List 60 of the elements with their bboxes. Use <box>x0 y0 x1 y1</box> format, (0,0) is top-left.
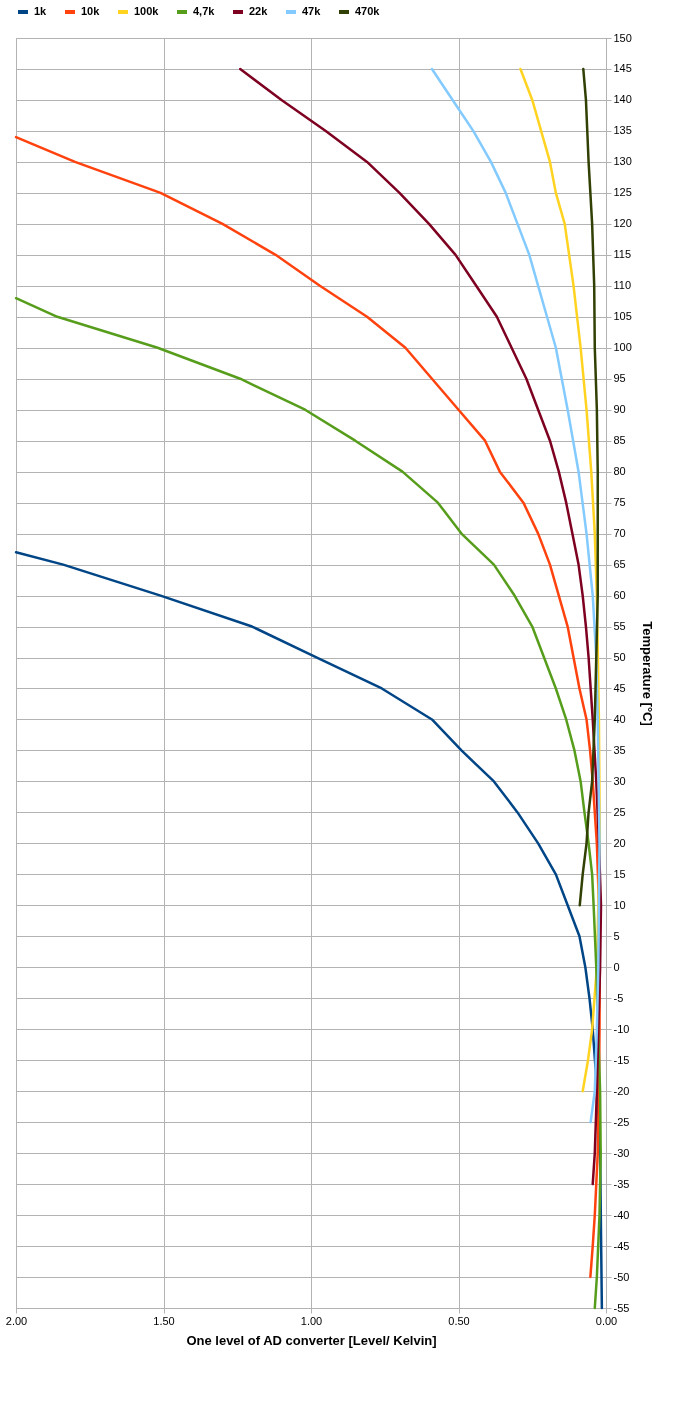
y-tick-label: 75 <box>613 496 626 509</box>
y-tick-label: 100 <box>613 341 632 354</box>
y-tick-label: 10 <box>613 898 626 911</box>
legend-label: 1k <box>34 5 48 17</box>
y-tick-label: -55 <box>613 1301 630 1314</box>
y-tick-label: -40 <box>613 1208 630 1221</box>
y-tick-label: 25 <box>613 805 626 818</box>
legend-label: 47k <box>302 5 322 17</box>
y-tick-label: 145 <box>613 62 632 75</box>
y-tick-label: 85 <box>613 434 626 447</box>
y-tick-label: 95 <box>613 372 626 385</box>
y-tick-label: 65 <box>613 558 626 571</box>
y-tick-label: -50 <box>613 1270 630 1283</box>
y-tick-label: -5 <box>613 991 624 1004</box>
y-tick-label: 130 <box>613 155 632 168</box>
y-tick-label: 15 <box>613 867 626 880</box>
legend-label: 100k <box>134 5 160 17</box>
y-tick-label: 105 <box>613 310 632 323</box>
y-tick-label: -10 <box>613 1022 630 1035</box>
y-tick-label: 120 <box>613 217 632 230</box>
x-tick-label: 0.50 <box>448 1314 470 1327</box>
legend-label: 4,7k <box>193 5 216 17</box>
legend-label: 470k <box>355 5 381 17</box>
y-tick-label: 135 <box>613 124 632 137</box>
y-tick-label: 90 <box>613 403 626 416</box>
y-axis-title: Temperature [°C] <box>639 621 655 726</box>
line-series <box>578 67 599 907</box>
y-tick-label: 0 <box>613 960 620 973</box>
y-tick-label: 70 <box>613 527 626 540</box>
x-tick-label: 1.00 <box>300 1314 323 1327</box>
y-tick-label: 60 <box>613 589 626 602</box>
y-tick-label: 110 <box>613 279 632 292</box>
y-tick-label: -30 <box>613 1146 630 1159</box>
y-tick-label: -20 <box>613 1084 630 1097</box>
x-tick-label: 2.00 <box>5 1314 28 1327</box>
y-tick-label: 20 <box>613 836 626 849</box>
x-axis-title: One level of AD converter [Level/ Kelvin] <box>186 1332 437 1348</box>
x-tick-label: 1.50 <box>153 1314 175 1327</box>
y-tick-label: -15 <box>613 1053 630 1066</box>
y-tick-label: 150 <box>613 31 632 44</box>
y-tick-label: 80 <box>613 465 626 478</box>
legend-label: 22k <box>249 5 269 17</box>
y-tick-label: -35 <box>613 1177 630 1190</box>
y-tick-label: 55 <box>613 620 626 633</box>
x-tick-label: 0.00 <box>595 1314 618 1327</box>
legend-label: 10k <box>81 5 101 17</box>
line-series <box>238 67 603 1186</box>
y-tick-label: 45 <box>613 681 626 694</box>
y-tick-label: -45 <box>613 1239 630 1252</box>
y-tick-label: 40 <box>613 712 626 725</box>
y-tick-label: 35 <box>613 743 626 756</box>
y-tick-label: 125 <box>613 186 632 199</box>
y-tick-label: -25 <box>613 1115 630 1128</box>
y-tick-label: 5 <box>613 929 620 942</box>
line-series <box>14 296 602 1310</box>
y-tick-label: 30 <box>613 774 626 787</box>
y-tick-label: 115 <box>613 248 632 261</box>
line-series <box>430 67 601 1124</box>
y-tick-label: 50 <box>613 651 626 664</box>
y-tick-label: 140 <box>613 93 632 106</box>
